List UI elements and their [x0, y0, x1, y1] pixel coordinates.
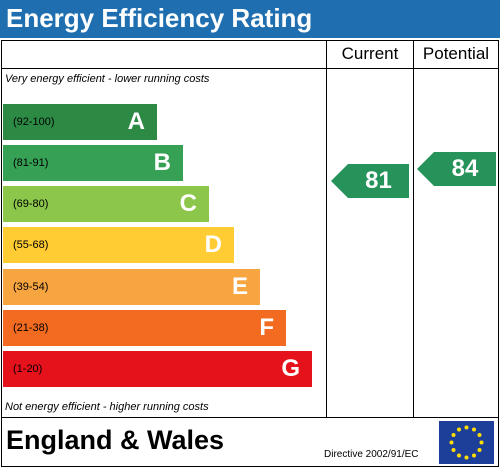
band-g: (1-20) G: [3, 351, 312, 387]
eu-stars-icon: [449, 425, 484, 460]
header-divider: [2, 68, 498, 69]
band-letter: F: [259, 314, 274, 341]
footer-country: England & Wales: [6, 425, 225, 455]
band-a: (92-100) A: [3, 104, 157, 140]
band-range: (1-20): [13, 363, 43, 375]
band-b: (81-91) B: [3, 145, 183, 181]
band-e: (39-54) E: [3, 269, 260, 305]
potential-rating-value: 84: [451, 155, 479, 182]
current-rating-arrow: 81: [331, 164, 409, 198]
potential-rating-arrow: 84: [417, 152, 496, 186]
band-range: (92-100): [13, 116, 55, 128]
band-letter: D: [204, 231, 222, 258]
footer-divider: [2, 417, 498, 418]
band-c: (69-80) C: [3, 186, 209, 222]
band-range: (69-80): [13, 198, 49, 210]
band-range: (81-91): [13, 157, 49, 169]
band-letter: G: [281, 355, 300, 382]
divider-potential: [413, 41, 414, 417]
eu-flag-icon: [439, 421, 494, 464]
note-efficient: Very energy efficient - lower running co…: [5, 73, 210, 85]
band-letter: C: [179, 190, 197, 217]
divider-current: [326, 41, 327, 417]
chart-frame: [1, 40, 499, 467]
directive-label: Directive 2002/91/EC: [324, 449, 419, 460]
band-d: (55-68) D: [3, 227, 234, 263]
column-header-potential: Potential: [422, 44, 490, 63]
band-range: (55-68): [13, 239, 49, 251]
current-rating-value: 81: [365, 167, 392, 194]
note-inefficient: Not energy efficient - higher running co…: [5, 401, 209, 413]
band-letter: A: [127, 108, 145, 135]
band-f: (21-38) F: [3, 310, 286, 346]
band-letter: B: [153, 149, 171, 176]
chart-title: Energy Efficiency Rating: [6, 3, 313, 33]
band-range: (21-38): [13, 322, 49, 334]
title-bar: Energy Efficiency Rating: [0, 0, 500, 38]
band-range: (39-54): [13, 281, 49, 293]
band-letter: E: [231, 273, 248, 300]
column-header-current: Current: [341, 44, 399, 63]
